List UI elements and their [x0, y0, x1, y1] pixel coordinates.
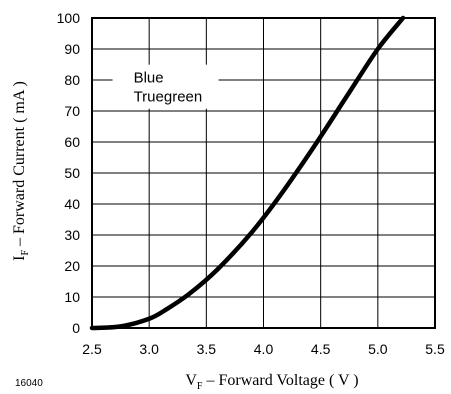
y-tick-label: 30	[64, 227, 80, 243]
y-tick-label: 40	[64, 196, 80, 212]
x-tick-label: 4.5	[311, 341, 331, 357]
legend-background	[112, 64, 219, 109]
x-tick-label: 4.0	[254, 341, 274, 357]
legend: Blue Truegreen	[112, 64, 219, 109]
y-tick-label: 50	[64, 165, 80, 181]
y-tick-label: 0	[72, 320, 80, 336]
y-axis-title: IF – Forward Current ( mA )	[11, 81, 31, 261]
y-tick-label: 60	[64, 134, 80, 150]
x-tick-label: 3.5	[197, 341, 217, 357]
x-tick-labels: 2.5 3.0 3.5 4.0 4.5 5.0 5.5	[82, 341, 445, 357]
x-tick-label: 2.5	[82, 341, 102, 357]
y-tick-label: 80	[64, 72, 80, 88]
y-tick-label: 20	[64, 258, 80, 274]
y-tick-label: 10	[64, 289, 80, 305]
x-tick-label: 5.0	[368, 341, 388, 357]
y-tick-label: 100	[57, 10, 81, 26]
y-tick-label: 70	[64, 103, 80, 119]
x-tick-label: 3.0	[139, 341, 159, 357]
legend-label-truegreen: Truegreen	[134, 89, 203, 106]
legend-label-blue: Blue	[134, 70, 164, 87]
series-line	[89, 15, 406, 331]
y-tick-label: 90	[64, 41, 80, 57]
plot-frame	[91, 17, 436, 329]
x-axis-title: VF – Forward Voltage ( V )	[185, 372, 358, 392]
y-tick-labels: 0 10 20 30 40 50 60 70 80 90 100	[57, 10, 81, 336]
figure-id: 16040	[15, 378, 43, 389]
grid-lines	[91, 17, 436, 329]
x-tick-label: 5.5	[425, 341, 445, 357]
